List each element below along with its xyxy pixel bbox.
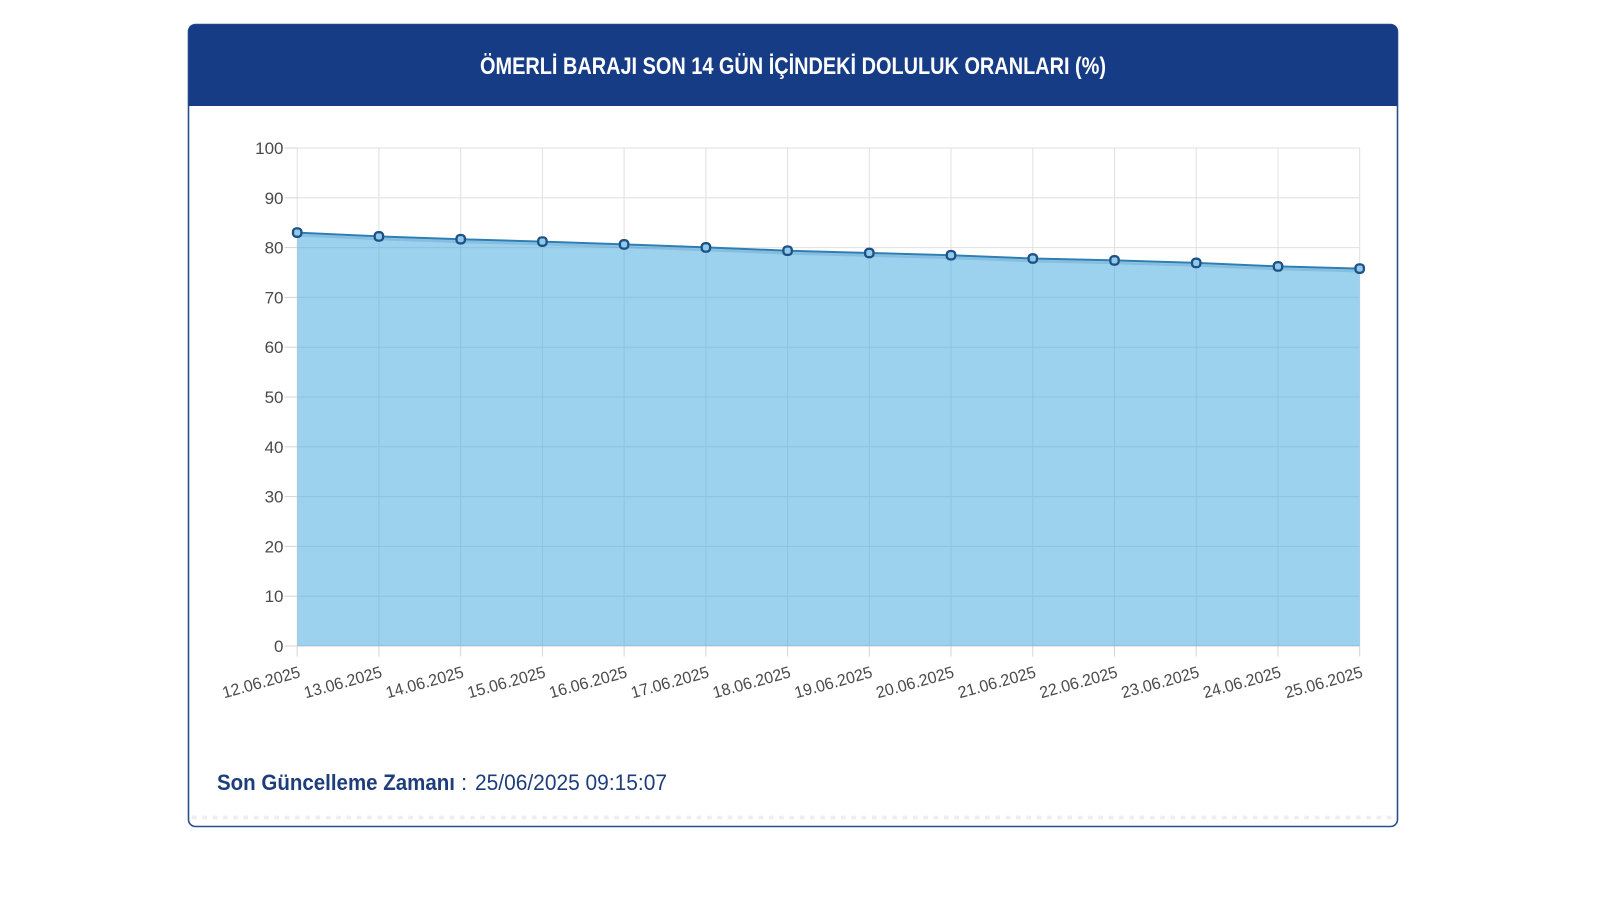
svg-text:100: 100	[255, 139, 283, 158]
svg-text:50: 50	[265, 388, 284, 407]
svg-text:0: 0	[274, 637, 283, 656]
svg-text:60: 60	[265, 338, 284, 357]
svg-text:ÖMERLİ BARAJI SON 14 GÜN İÇİND: ÖMERLİ BARAJI SON 14 GÜN İÇİNDEKİ DOLULU…	[480, 53, 1106, 80]
svg-text:80: 80	[265, 239, 284, 258]
svg-text:Son Güncelleme Zamanı: Son Güncelleme Zamanı	[217, 770, 455, 795]
svg-text:70: 70	[265, 288, 284, 307]
svg-text:20: 20	[265, 537, 284, 556]
svg-text:90: 90	[265, 189, 284, 208]
svg-text:30: 30	[265, 488, 284, 507]
svg-text:40: 40	[265, 438, 284, 457]
svg-text:10: 10	[265, 587, 284, 606]
svg-text:25/06/2025 09:15:07: 25/06/2025 09:15:07	[475, 770, 667, 795]
svg-text::: :	[461, 770, 467, 795]
